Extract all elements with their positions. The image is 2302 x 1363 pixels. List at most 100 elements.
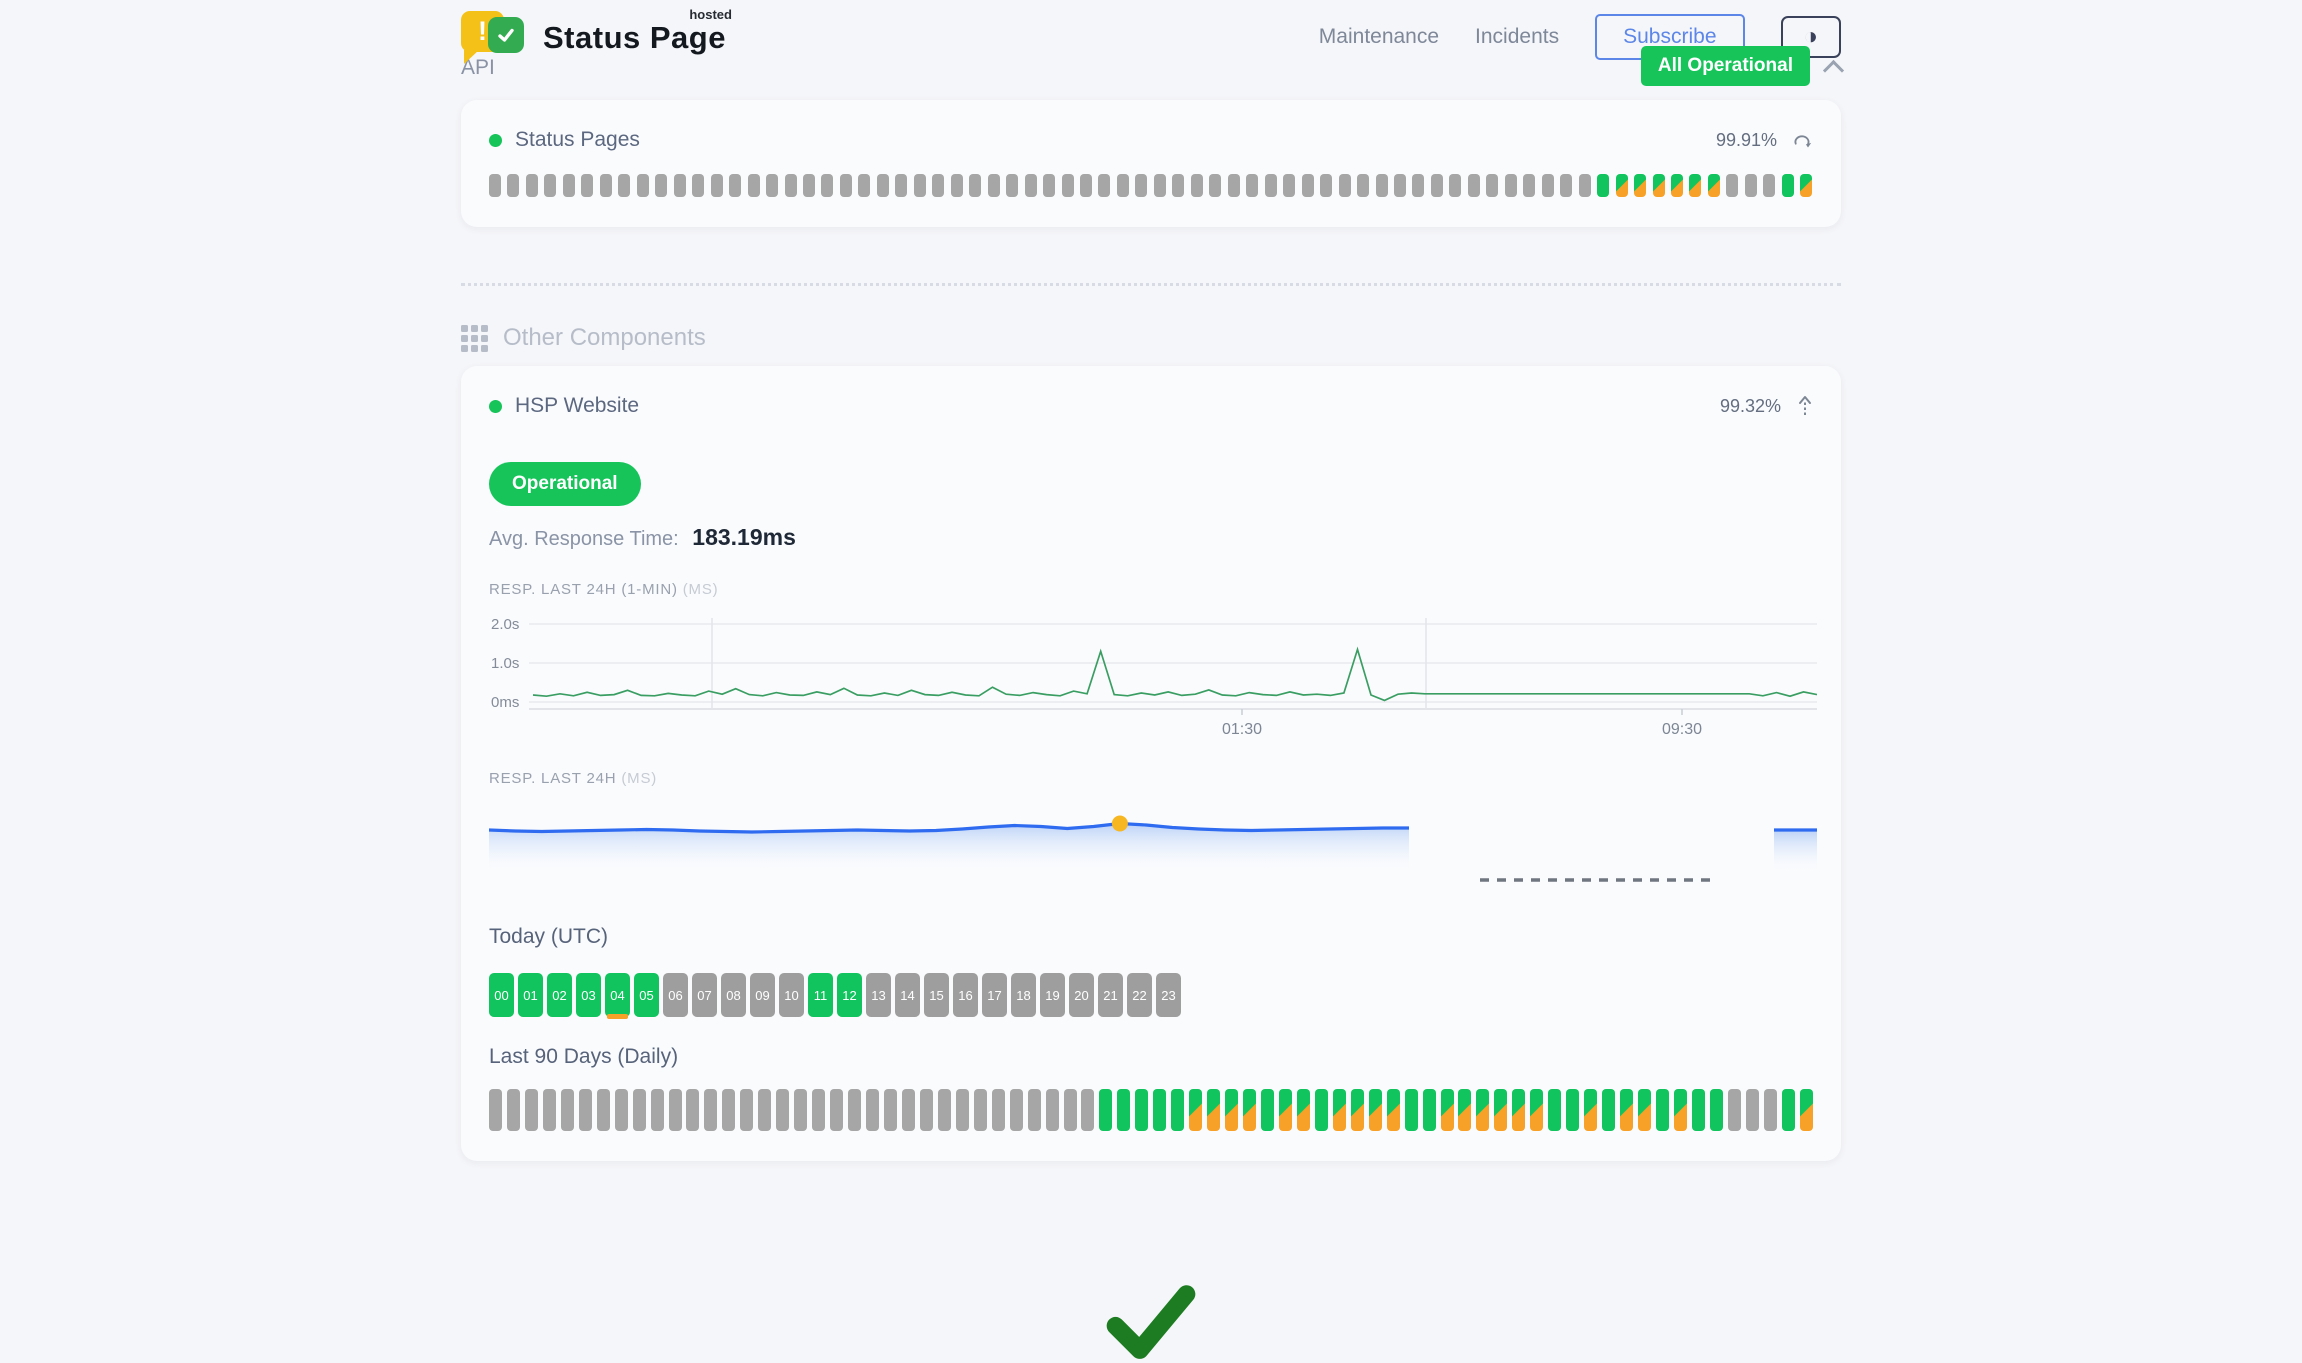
hour-block-13[interactable]: 13: [866, 973, 891, 1017]
uptime-bar[interactable]: [1615, 174, 1628, 197]
daily-uptime-bar[interactable]: [1153, 1089, 1167, 1131]
daily-uptime-bar[interactable]: [973, 1089, 987, 1131]
daily-uptime-bar[interactable]: [812, 1089, 826, 1131]
hour-block-00[interactable]: 00: [489, 973, 514, 1017]
hour-block-04[interactable]: 04: [605, 973, 630, 1019]
daily-uptime-bar[interactable]: [883, 1089, 897, 1131]
uptime-bar[interactable]: [1246, 174, 1259, 197]
daily-uptime-bar[interactable]: [1727, 1089, 1741, 1131]
uptime-bar[interactable]: [655, 174, 668, 197]
uptime-bar[interactable]: [1671, 174, 1683, 197]
daily-uptime-bar[interactable]: [830, 1089, 844, 1131]
uptime-bar[interactable]: [1116, 174, 1129, 197]
hour-block-10[interactable]: 10: [779, 973, 804, 1017]
daily-uptime-bar[interactable]: [1458, 1089, 1472, 1131]
daily-uptime-bar[interactable]: [1584, 1089, 1598, 1131]
daily-uptime-bar[interactable]: [1314, 1089, 1328, 1131]
daily-uptime-bar[interactable]: [1207, 1089, 1221, 1131]
refresh-icon[interactable]: [1793, 131, 1813, 149]
hour-block-23[interactable]: 23: [1156, 973, 1181, 1017]
hour-block-20[interactable]: 20: [1069, 973, 1094, 1017]
hour-block-06[interactable]: 06: [663, 973, 688, 1017]
daily-uptime-bar[interactable]: [650, 1089, 664, 1131]
daily-uptime-bar[interactable]: [489, 1089, 502, 1131]
nav-incidents[interactable]: Incidents: [1475, 25, 1560, 48]
uptime-bar[interactable]: [581, 174, 594, 197]
daily-uptime-bar[interactable]: [1494, 1089, 1508, 1131]
daily-uptime-bar[interactable]: [542, 1089, 556, 1131]
uptime-bar[interactable]: [802, 174, 815, 197]
daily-uptime-bar[interactable]: [596, 1089, 610, 1131]
daily-uptime-bar[interactable]: [866, 1089, 880, 1131]
arrow-up-icon[interactable]: [1797, 395, 1813, 417]
uptime-bar[interactable]: [1393, 174, 1406, 197]
daily-uptime-bar[interactable]: [901, 1089, 915, 1131]
daily-uptime-bar[interactable]: [524, 1089, 538, 1131]
uptime-bar[interactable]: [1486, 174, 1499, 197]
response-24h-chart[interactable]: [489, 797, 1817, 897]
uptime-bar[interactable]: [710, 174, 723, 197]
uptime-bar[interactable]: [1467, 174, 1480, 197]
uptime-bar[interactable]: [618, 174, 631, 197]
uptime-bar[interactable]: [1763, 174, 1776, 197]
uptime-bar[interactable]: [1689, 174, 1702, 197]
daily-uptime-bar[interactable]: [1260, 1089, 1274, 1131]
uptime-bar[interactable]: [1504, 174, 1517, 197]
uptime-bar[interactable]: [1320, 174, 1333, 197]
uptime-bar[interactable]: [1024, 174, 1037, 197]
uptime-bar[interactable]: [1412, 174, 1425, 197]
uptime-bar[interactable]: [1061, 174, 1074, 197]
uptime-bar[interactable]: [1283, 174, 1296, 197]
uptime-bar[interactable]: [1153, 174, 1166, 197]
daily-uptime-bar[interactable]: [1620, 1089, 1634, 1131]
daily-uptime-bar[interactable]: [740, 1089, 754, 1131]
uptime-bar[interactable]: [1541, 174, 1554, 197]
daily-uptime-bar[interactable]: [1243, 1089, 1257, 1131]
hour-block-07[interactable]: 07: [692, 973, 717, 1017]
theme-toggle-button[interactable]: ◑: [1780, 15, 1841, 59]
uptime-bar[interactable]: [784, 174, 797, 197]
daily-uptime-bar[interactable]: [1171, 1089, 1185, 1131]
uptime-bar[interactable]: [913, 174, 926, 197]
daily-uptime-bar[interactable]: [1332, 1089, 1346, 1131]
chevron-up-icon[interactable]: [1822, 59, 1845, 81]
uptime-bar[interactable]: [839, 174, 852, 197]
daily-uptime-bar[interactable]: [1135, 1089, 1149, 1131]
daily-uptime-bar[interactable]: [1745, 1089, 1759, 1131]
daily-uptime-bar[interactable]: [1655, 1089, 1669, 1131]
daily-uptime-bar[interactable]: [1691, 1089, 1705, 1131]
daily-uptime-bar[interactable]: [794, 1089, 808, 1131]
response-1min-chart[interactable]: 2.0s 1.0s 0ms 01:30 09:30: [489, 610, 1817, 740]
uptime-bar[interactable]: [876, 174, 889, 197]
hour-block-03[interactable]: 03: [576, 973, 601, 1017]
highlight-marker-dot[interactable]: [1111, 815, 1128, 832]
uptime-bar[interactable]: [766, 174, 779, 197]
uptime-bar[interactable]: [1172, 174, 1185, 197]
uptime-bar[interactable]: [1449, 174, 1462, 197]
daily-uptime-bar[interactable]: [758, 1089, 772, 1131]
uptime-bar[interactable]: [1080, 174, 1092, 197]
uptime-bar[interactable]: [1430, 174, 1443, 197]
uptime-bar[interactable]: [692, 174, 705, 197]
daily-uptime-bar[interactable]: [1045, 1089, 1059, 1131]
uptime-bar[interactable]: [821, 174, 834, 197]
daily-uptime-bar[interactable]: [919, 1089, 933, 1131]
daily-uptime-bar[interactable]: [1512, 1089, 1526, 1131]
daily-uptime-bar[interactable]: [1189, 1089, 1203, 1131]
uptime-bar[interactable]: [1597, 174, 1610, 197]
hour-block-11[interactable]: 11: [808, 973, 833, 1017]
daily-uptime-bar[interactable]: [722, 1089, 736, 1131]
daily-uptime-bar[interactable]: [704, 1089, 718, 1131]
uptime-bar[interactable]: [729, 174, 742, 197]
uptime-bar[interactable]: [1264, 174, 1277, 197]
daily-uptime-bar[interactable]: [1781, 1089, 1795, 1131]
hour-block-18[interactable]: 18: [1011, 973, 1036, 1017]
uptime-bar[interactable]: [1190, 174, 1203, 197]
uptime-bar[interactable]: [1006, 174, 1019, 197]
uptime-bar[interactable]: [1357, 174, 1370, 197]
uptime-bar[interactable]: [489, 174, 501, 197]
brand[interactable]: ! Status Page hosted: [461, 7, 732, 66]
uptime-bar[interactable]: [1209, 174, 1222, 197]
daily-uptime-bar[interactable]: [686, 1089, 700, 1131]
daily-uptime-bar[interactable]: [1063, 1089, 1077, 1131]
